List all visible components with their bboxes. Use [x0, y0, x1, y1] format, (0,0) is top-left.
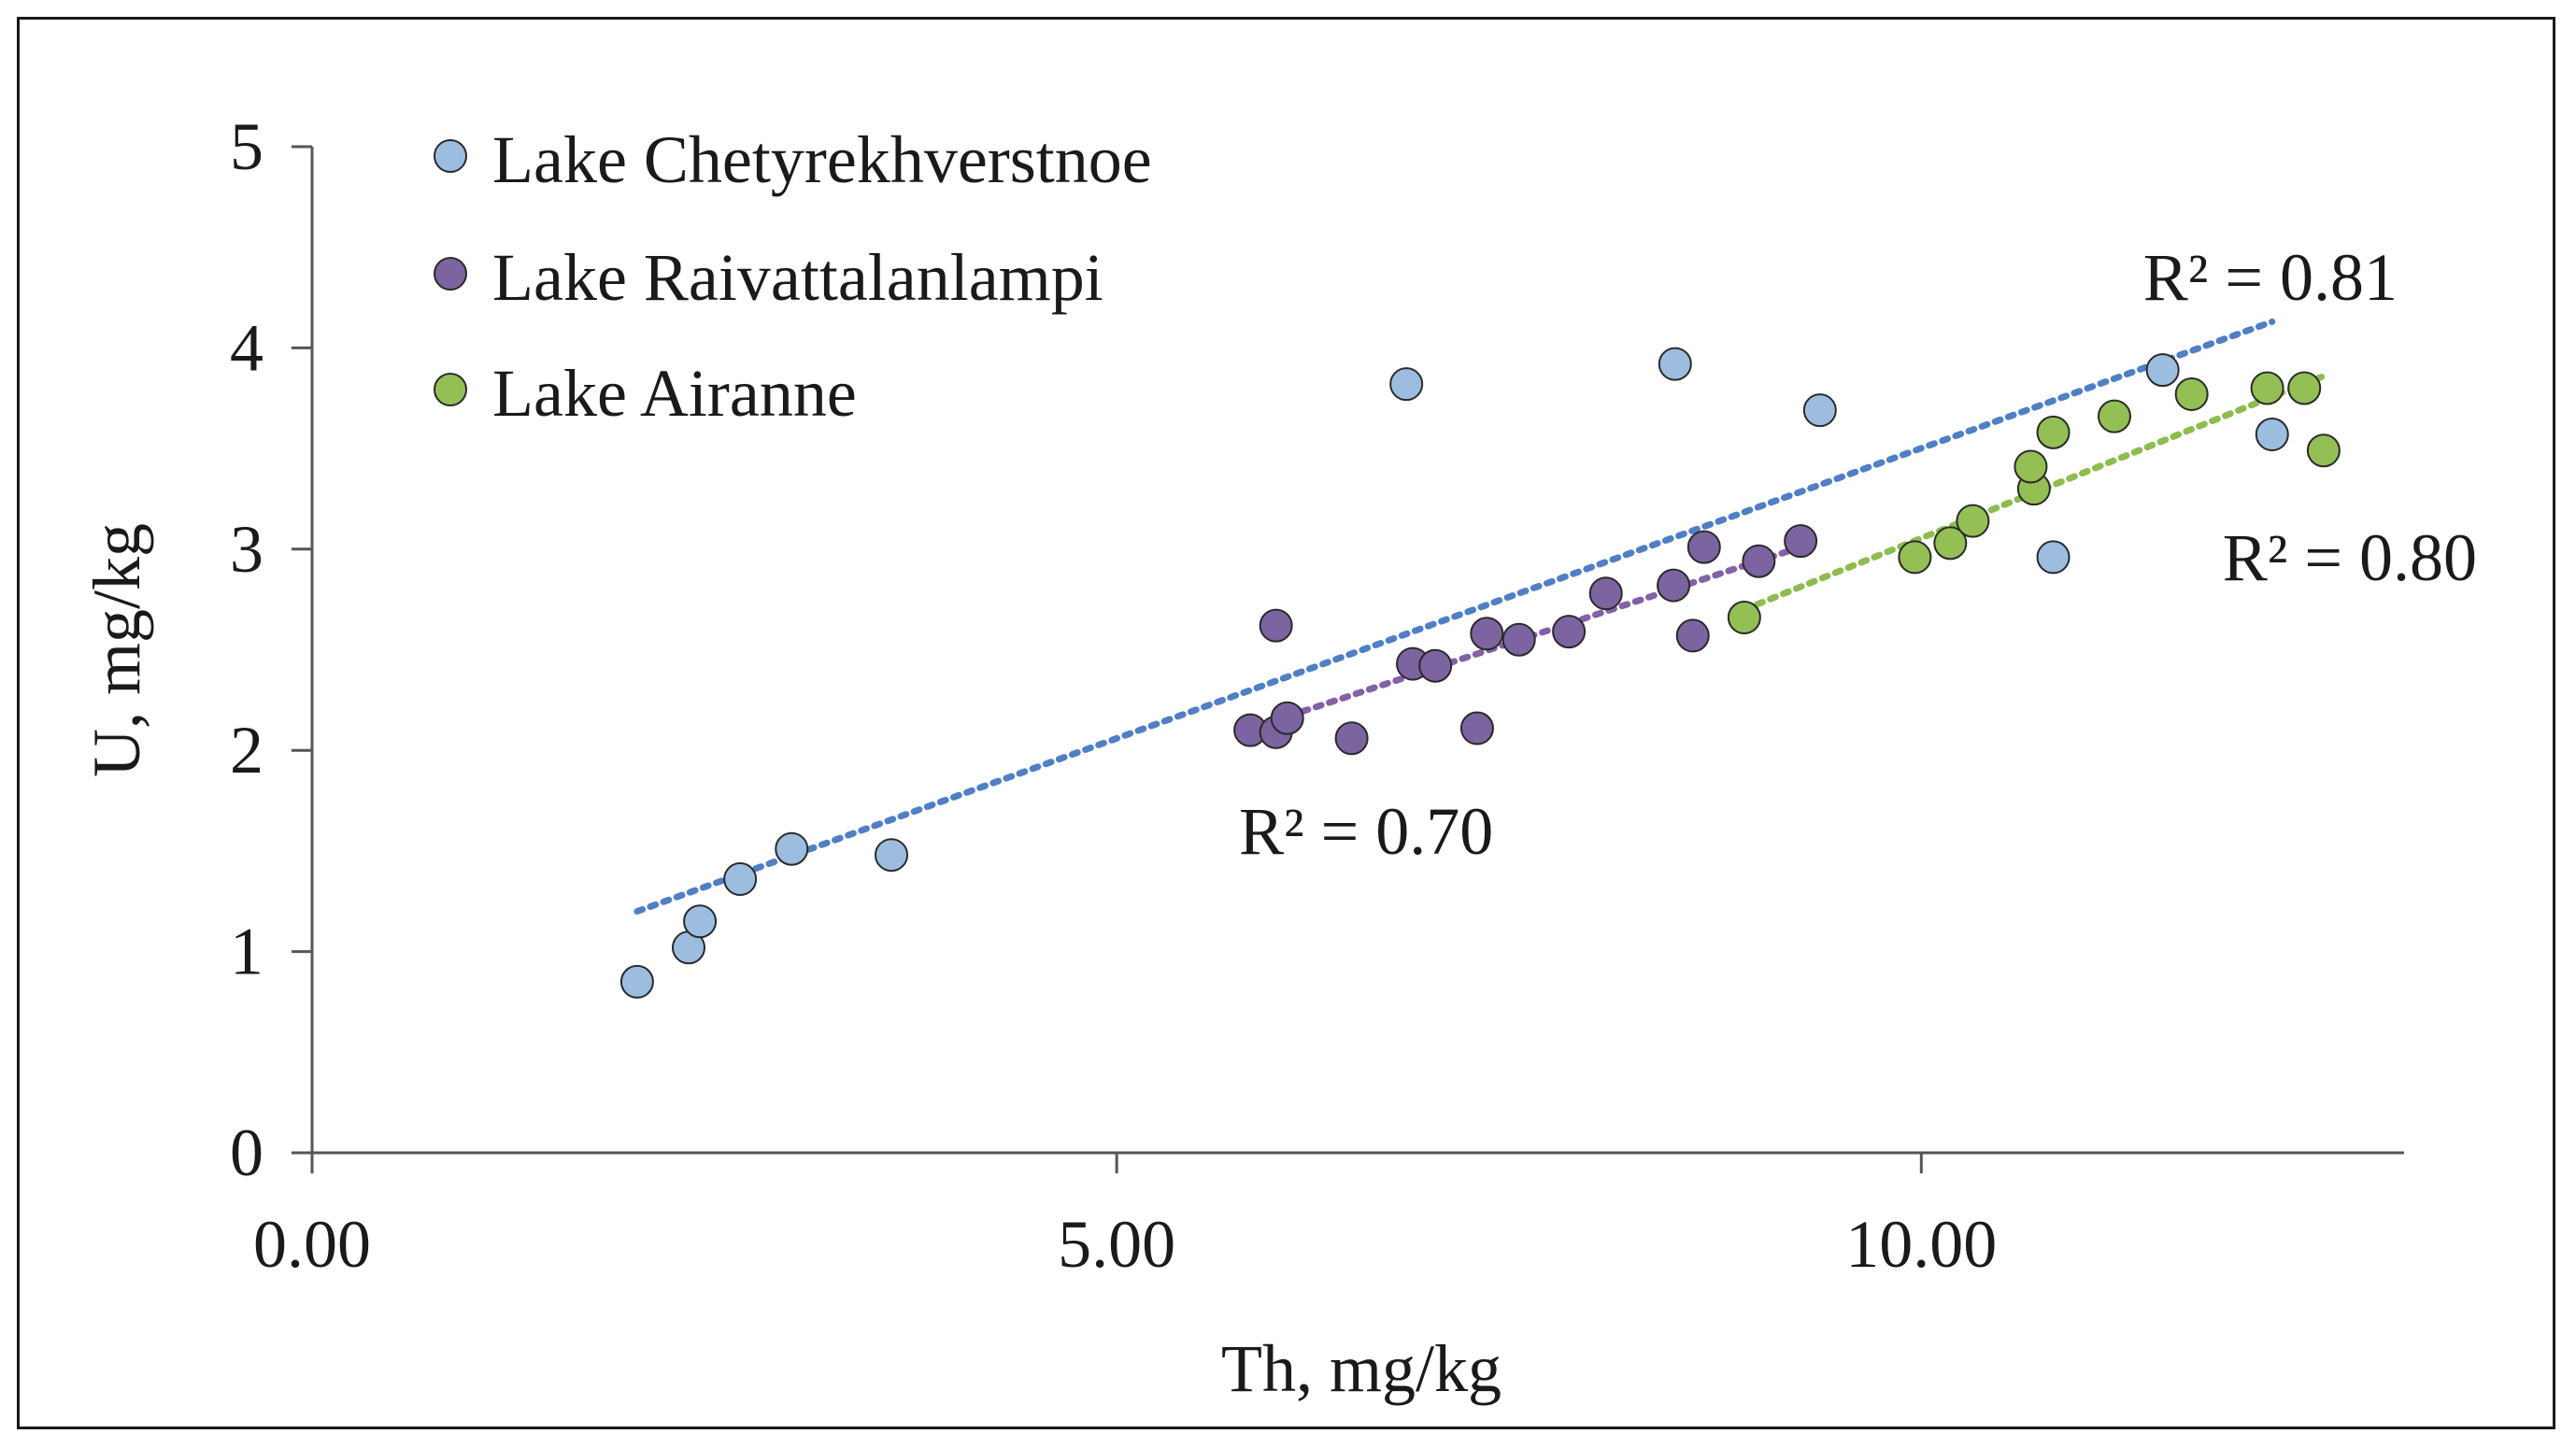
x-tick-label: 0.00 [253, 1207, 371, 1282]
data-point [1270, 701, 1304, 735]
y-axis-label: U, mg/kg [79, 523, 154, 777]
data-point [1418, 648, 1453, 683]
data-point [2287, 371, 2322, 405]
y-tick-label: 3 [230, 512, 263, 587]
data-point [1675, 618, 1710, 653]
data-point [1802, 393, 1837, 428]
x-tick-label: 10.00 [1845, 1207, 1997, 1282]
data-point [1742, 544, 1776, 578]
r-squared-label: R² = 0.81 [2143, 240, 2398, 315]
data-point [619, 964, 654, 999]
legend: Lake Chetyrekhverstnoe Lake Raivattalanla… [434, 122, 1152, 431]
data-point [1588, 576, 1623, 611]
legend-marker [434, 257, 467, 291]
data-point [2306, 433, 2341, 468]
r-squared-labels: R² = 0.81 R² = 0.70 R² = 0.80 [1239, 240, 2477, 869]
legend-marker [434, 373, 467, 406]
data-point [775, 831, 809, 866]
scatter-chart: 0 1 2 3 4 5 0.00 5.00 10.00 Lake Chetyrekhverstn… [79, 109, 2477, 1406]
legend-label: Lake Airanne [492, 356, 857, 431]
data-point [1459, 711, 1494, 745]
data-point [2014, 449, 2048, 484]
data-point [1259, 608, 1293, 643]
x-axis-label: Th, mg/kg [1221, 1331, 1501, 1406]
data-point [2036, 415, 2071, 449]
data-point [1501, 622, 1536, 657]
data-point [1784, 524, 1818, 559]
data-point [683, 904, 718, 939]
data-point [1727, 601, 1761, 635]
trendline-0 [633, 318, 2276, 916]
r-squared-label: R² = 0.80 [2223, 520, 2477, 595]
y-tick-label: 4 [230, 310, 263, 385]
data-point [1657, 568, 1691, 603]
data-points [619, 347, 2341, 999]
y-tick-label: 0 [230, 1115, 263, 1190]
legend-marker [434, 139, 467, 173]
trendline-1 [1273, 544, 1804, 724]
data-point [2097, 399, 2131, 433]
data-point [875, 838, 909, 873]
data-point [1898, 540, 1932, 575]
r-squared-label: R² = 0.70 [1239, 794, 1493, 869]
legend-label: Lake Chetyrekhverstnoe [492, 122, 1152, 197]
axis-labels: Th, mg/kg U, mg/kg [79, 523, 1501, 1406]
x-tick-label: 5.00 [1058, 1207, 1175, 1282]
axes [310, 147, 2404, 1155]
data-point [1552, 615, 1587, 649]
data-point [1956, 504, 1990, 538]
data-point [1389, 367, 1424, 402]
data-point [1334, 721, 1369, 756]
y-tick-label: 1 [230, 915, 263, 989]
data-point [1470, 617, 1504, 651]
y-tick-label: 2 [230, 713, 263, 788]
data-point [1933, 526, 1968, 561]
data-point [2145, 353, 2180, 388]
data-point [1686, 530, 1721, 564]
legend-label: Lake Raivattalanlampi [492, 240, 1103, 315]
data-point [2250, 371, 2284, 405]
data-point [2174, 376, 2209, 411]
chart-frame: 0 1 2 3 4 5 0.00 5.00 10.00 Lake Chetyrekhverstn… [17, 17, 2555, 1429]
data-point [723, 862, 758, 897]
data-point [2036, 540, 2071, 575]
data-point [2255, 418, 2289, 452]
tick-marks: 0 1 2 3 4 5 0.00 5.00 10.00 [230, 109, 1997, 1282]
y-tick-label: 5 [230, 109, 263, 184]
data-point [1658, 347, 1692, 381]
